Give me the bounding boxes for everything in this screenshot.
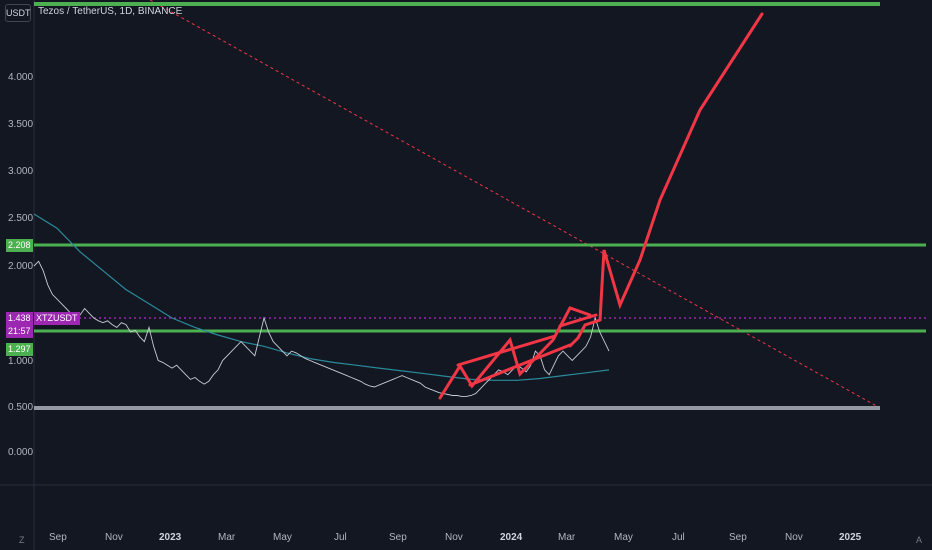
projection-channel-mid[interactable] [468, 343, 572, 387]
symbol-tag: XTZUSDT [34, 312, 80, 325]
y-tick-5: 2.500 [8, 213, 33, 224]
x-tick-5: Jul [334, 532, 347, 543]
projection-drawings[interactable] [438, 12, 764, 400]
x-tick-14: 2025 [839, 532, 862, 543]
x-tick-8: 2024 [500, 532, 523, 543]
projection-channel-top[interactable] [456, 334, 557, 367]
x-tick-10: May [614, 532, 633, 543]
x-tick-6: Sep [389, 532, 407, 543]
price-tag-last: 1.438 [6, 312, 33, 325]
x-tick-0: Sep [49, 532, 67, 543]
zoom-toggle-button[interactable]: Z [19, 535, 25, 545]
x-tick-2: 2023 [159, 532, 182, 543]
x-tick-4: May [273, 532, 292, 543]
currency-label[interactable]: USDT [5, 4, 31, 22]
x-tick-11: Jul [672, 532, 685, 543]
x-tick-7: Nov [445, 532, 463, 543]
x-tick-3: Mar [218, 532, 236, 543]
countdown-tag: 21:57 [6, 325, 33, 338]
projection-stub[interactable] [558, 313, 598, 328]
y-tick-4: 2.000 [8, 261, 33, 272]
y-tick-7: 3.500 [8, 119, 33, 130]
projection-path-main[interactable] [438, 306, 592, 400]
symbol-title: Tezos / TetherUS, 1D, BINANCE [38, 6, 183, 17]
y-tick-0: 0.000 [8, 447, 33, 458]
y-tick-8: 4.000 [8, 72, 33, 83]
x-tick-9: Mar [558, 532, 576, 543]
x-axis-ticks: Sep Nov 2023 Mar May Jul Sep Nov 2024 Ma… [49, 532, 862, 543]
trend-line-dashed[interactable] [149, 0, 881, 409]
moving-average-line [33, 213, 610, 381]
y-tick-2: 1.000 [8, 356, 33, 367]
projection-path-future[interactable] [568, 12, 764, 348]
y-tick-1: 0.500 [8, 402, 33, 413]
y-axis-ticks: 0.000 0.500 1.000 2.000 2.500 3.000 3.50… [8, 72, 33, 458]
auto-scale-button[interactable]: A [916, 535, 923, 545]
x-tick-1: Nov [105, 532, 123, 543]
y-tick-6: 3.000 [8, 166, 33, 177]
x-tick-12: Sep [729, 532, 747, 543]
horizontal-levels [34, 2, 926, 410]
price-tag-2208: 2.208 [6, 239, 33, 252]
price-tag-1297: 1.297 [6, 343, 33, 356]
x-tick-13: Nov [785, 532, 803, 543]
